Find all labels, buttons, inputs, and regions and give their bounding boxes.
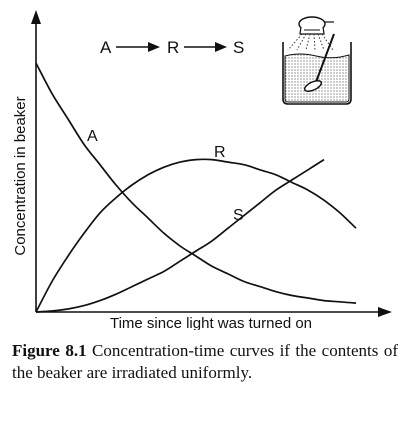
x-axis-label: Time since light was turned on bbox=[110, 315, 312, 330]
axes bbox=[31, 10, 392, 317]
figure-caption: Figure 8.1 Concentration-time curves if … bbox=[12, 340, 398, 384]
reaction-species-s: S bbox=[233, 38, 244, 57]
reaction-species-a: A bbox=[100, 38, 112, 57]
figure-caption-label: Figure 8.1 bbox=[12, 341, 87, 360]
series-label-r: R bbox=[214, 144, 226, 161]
light-rays bbox=[287, 33, 334, 51]
series-label-s: S bbox=[233, 207, 244, 224]
reaction-species-r: R bbox=[167, 38, 179, 57]
beaker-illustration bbox=[282, 16, 352, 105]
reaction-arrow-1-head bbox=[148, 42, 160, 52]
series-label-a: A bbox=[87, 128, 98, 145]
figure-caption-text: Concentration-time curves if the content… bbox=[12, 341, 398, 383]
y-axis-arrowhead bbox=[31, 10, 41, 24]
concentration-time-chart: Time since light was turned on Concentra… bbox=[12, 10, 392, 330]
series-line-r bbox=[35, 158, 357, 313]
beaker-glass bbox=[282, 42, 352, 105]
series-line-s bbox=[35, 158, 325, 313]
series-curves bbox=[35, 62, 357, 313]
lamp-icon bbox=[298, 16, 334, 35]
x-axis-arrowhead bbox=[378, 307, 392, 317]
stirrer-icon bbox=[303, 33, 335, 92]
y-axis-label: Concentration in beaker bbox=[12, 96, 29, 255]
series-line-a bbox=[35, 62, 357, 304]
reaction-arrow-2-head bbox=[215, 42, 227, 52]
reaction-scheme: A R S bbox=[100, 38, 244, 57]
